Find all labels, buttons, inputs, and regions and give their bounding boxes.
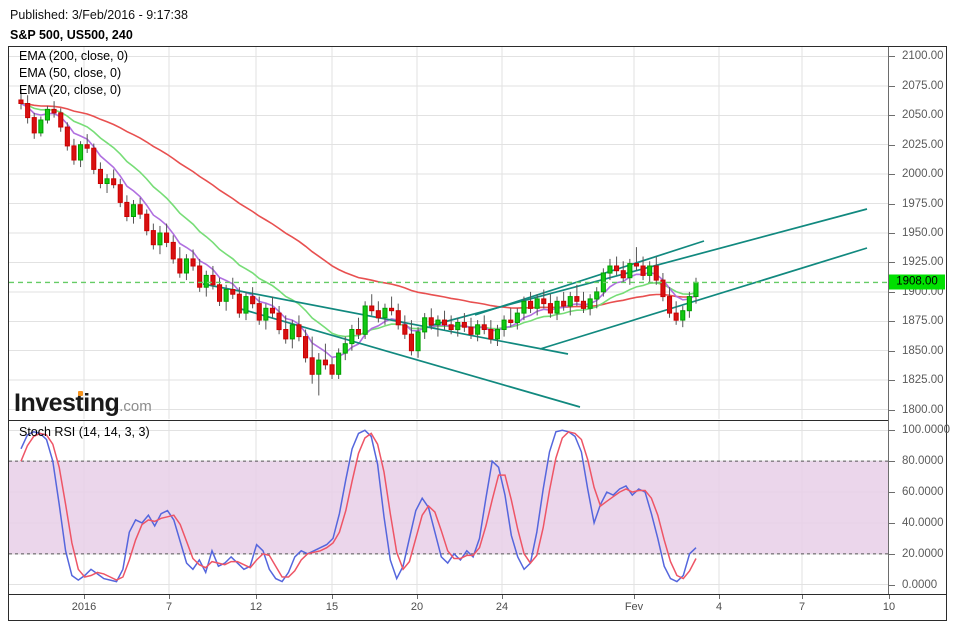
price-axis-tick: [889, 115, 895, 117]
x-axis-tick: [417, 595, 418, 599]
xaxis-divider: [9, 594, 946, 595]
x-axis-tick: [634, 595, 635, 599]
stoch-axis-tick: [889, 492, 895, 494]
legend-ema50: EMA (50, close, 0): [19, 66, 122, 80]
stoch-axis-tick: [889, 553, 895, 555]
price-axis-label: 1825.00: [902, 374, 944, 387]
watermark-suffix: .com: [119, 398, 152, 415]
price-axis-label: 2025.00: [902, 138, 944, 151]
x-axis-label: Fev: [624, 601, 644, 613]
price-axis-label: 1950.00: [902, 227, 944, 239]
price-axis-tick: [889, 144, 895, 146]
price-axis-label: 2100.00: [902, 50, 944, 63]
x-axis-label: 4: [715, 601, 723, 613]
x-axis: 2016 7 12 15 20 24 Fev 4 7 10: [9, 595, 895, 620]
published-timestamp: Published: 3/Feb/2016 - 9:17:38: [10, 8, 188, 22]
price-axis-label: 1850.00: [902, 344, 944, 357]
x-axis-label: 10: [882, 601, 896, 613]
stoch-axis-tick: [889, 430, 895, 432]
price-axis-tick: [889, 291, 895, 293]
x-axis-tick: [802, 595, 803, 599]
price-axis-tick: [889, 174, 895, 176]
x-axis-label: 15: [325, 601, 339, 613]
x-axis-label: 7: [165, 601, 173, 613]
yaxis-divider: [888, 47, 889, 594]
stoch-axis-tick: [889, 461, 895, 463]
x-axis-tick: [719, 595, 720, 599]
stoch-rsi-pane[interactable]: Stoch RSI (14, 14, 3, 3): [9, 421, 888, 594]
price-axis-label: 2075.00: [902, 79, 944, 92]
stoch-axis-label: 0.0000: [902, 578, 938, 591]
price-axis-label: 1925.00: [902, 256, 944, 269]
stoch-axis-tick: [889, 522, 895, 524]
price-axis-tick: [889, 262, 895, 264]
watermark-brand: Investing: [14, 389, 120, 417]
x-axis-label: 2016: [71, 601, 97, 613]
stoch-axis-label: 100.0000: [902, 424, 950, 437]
x-axis-tick: [256, 595, 257, 599]
stoch-axis-label: 20.0000: [902, 547, 944, 560]
x-axis-tick: [169, 595, 170, 599]
chart-frame: EMA (200, close, 0) EMA (50, close, 0) E…: [8, 46, 950, 621]
legend-ema20: EMA (20, close, 0): [19, 83, 122, 97]
legend-stoch-rsi: Stoch RSI (14, 14, 3, 3): [19, 425, 150, 439]
symbol-title: S&P 500, US500, 240: [10, 28, 133, 42]
price-axis-tick: [889, 380, 895, 382]
pane-divider: [9, 420, 888, 421]
price-axis-tick: [889, 350, 895, 352]
price-axis-tick: [889, 203, 895, 205]
price-axis[interactable]: 2100.00 2075.00 2050.00 2025.00 2000.00 1975.…: [888, 47, 946, 419]
price-axis-tick: [889, 56, 895, 58]
stoch-axis-label: 40.0000: [902, 516, 944, 529]
x-axis-tick: [332, 595, 333, 599]
investing-watermark: Investing.com: [14, 389, 152, 418]
stoch-axis-label: 80.0000: [902, 455, 944, 468]
x-axis-label: 24: [495, 601, 509, 613]
price-axis-label: 1875.00: [902, 315, 944, 328]
x-axis-label: 12: [249, 601, 263, 613]
x-axis-label: 20: [410, 601, 424, 613]
x-axis-tick: [889, 595, 890, 599]
price-pane[interactable]: EMA (200, close, 0) EMA (50, close, 0) E…: [9, 47, 888, 419]
price-axis-tick: [889, 85, 895, 87]
stoch-axis-tick: [889, 584, 895, 586]
last-price-marker[interactable]: 1908.00: [889, 274, 945, 290]
price-axis-label: 1975.00: [902, 197, 944, 210]
stoch-axis[interactable]: 100.0000 80.0000 60.0000 40.0000 20.0000 0.00…: [888, 421, 950, 594]
x-axis-tick: [502, 595, 503, 599]
price-axis-label: 2000.00: [902, 168, 944, 181]
price-axis-label: 1800.00: [902, 403, 944, 416]
legend-ema200: EMA (200, close, 0): [19, 49, 129, 63]
watermark-dot: [78, 391, 83, 396]
x-axis-tick: [84, 595, 85, 599]
price-axis-tick: [889, 409, 895, 411]
price-axis-tick: [889, 233, 895, 234]
stoch-axis-label: 60.0000: [902, 486, 944, 499]
price-axis-label: 2050.00: [902, 109, 944, 122]
x-axis-label: 7: [798, 601, 806, 613]
price-axis-tick: [889, 321, 895, 323]
